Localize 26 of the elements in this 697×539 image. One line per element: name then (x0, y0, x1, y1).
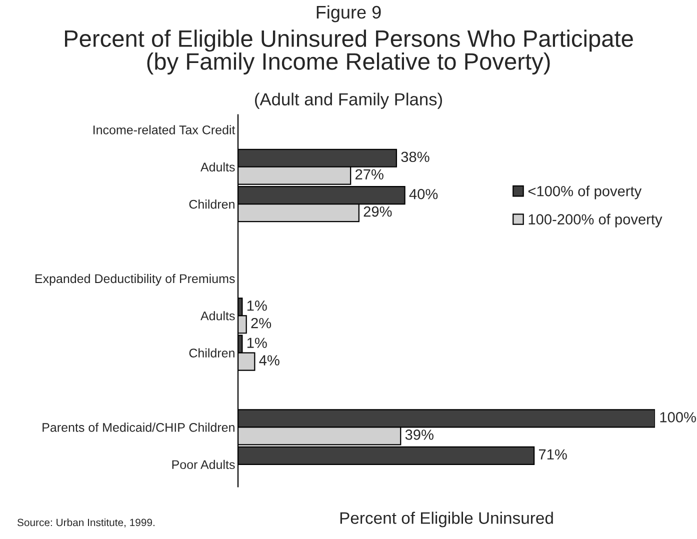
data-label: 100% (660, 412, 696, 422)
data-label: 39% (405, 430, 434, 440)
data-label: 27% (355, 169, 384, 180)
data-label: 71% (538, 449, 567, 460)
data-label: 4% (259, 355, 280, 366)
y-tick-label: Adults (200, 162, 235, 172)
legend-label: <100% of poverty (528, 186, 642, 200)
chart-subtitle: (Adult and Family Plans) (255, 92, 442, 109)
y-tick-label: Expanded Deductibility of Premiums (35, 274, 235, 286)
source-note: Source: Urban Institute, 1999. (17, 518, 154, 528)
data-label: 40% (409, 188, 438, 200)
data-label: 38% (401, 152, 430, 162)
y-tick-label: Parents of Medicaid/CHIP Children (42, 422, 234, 432)
y-tick-label: Income-related Tax Credit (93, 125, 236, 134)
y-tick-label: Children (189, 200, 234, 209)
caption: Figure 9 (316, 5, 381, 22)
y-tick-label: Adults (200, 311, 235, 320)
data-label: 2% (251, 318, 272, 328)
x-axis-title: Percent of Eligible Uninsured (340, 512, 553, 528)
y-tick-label: Children (189, 348, 234, 358)
legend-label: 100-200% of poverty (528, 214, 662, 228)
data-label: 29% (364, 206, 392, 217)
data-label: 1% (247, 300, 267, 311)
data-label: 1% (247, 338, 267, 348)
y-tick-label: Poor Adults (172, 460, 235, 470)
chart-title: Percent of Eligible Uninsured Persons Who Participate (by Family Income Relative to Poverty) (65, 30, 633, 75)
